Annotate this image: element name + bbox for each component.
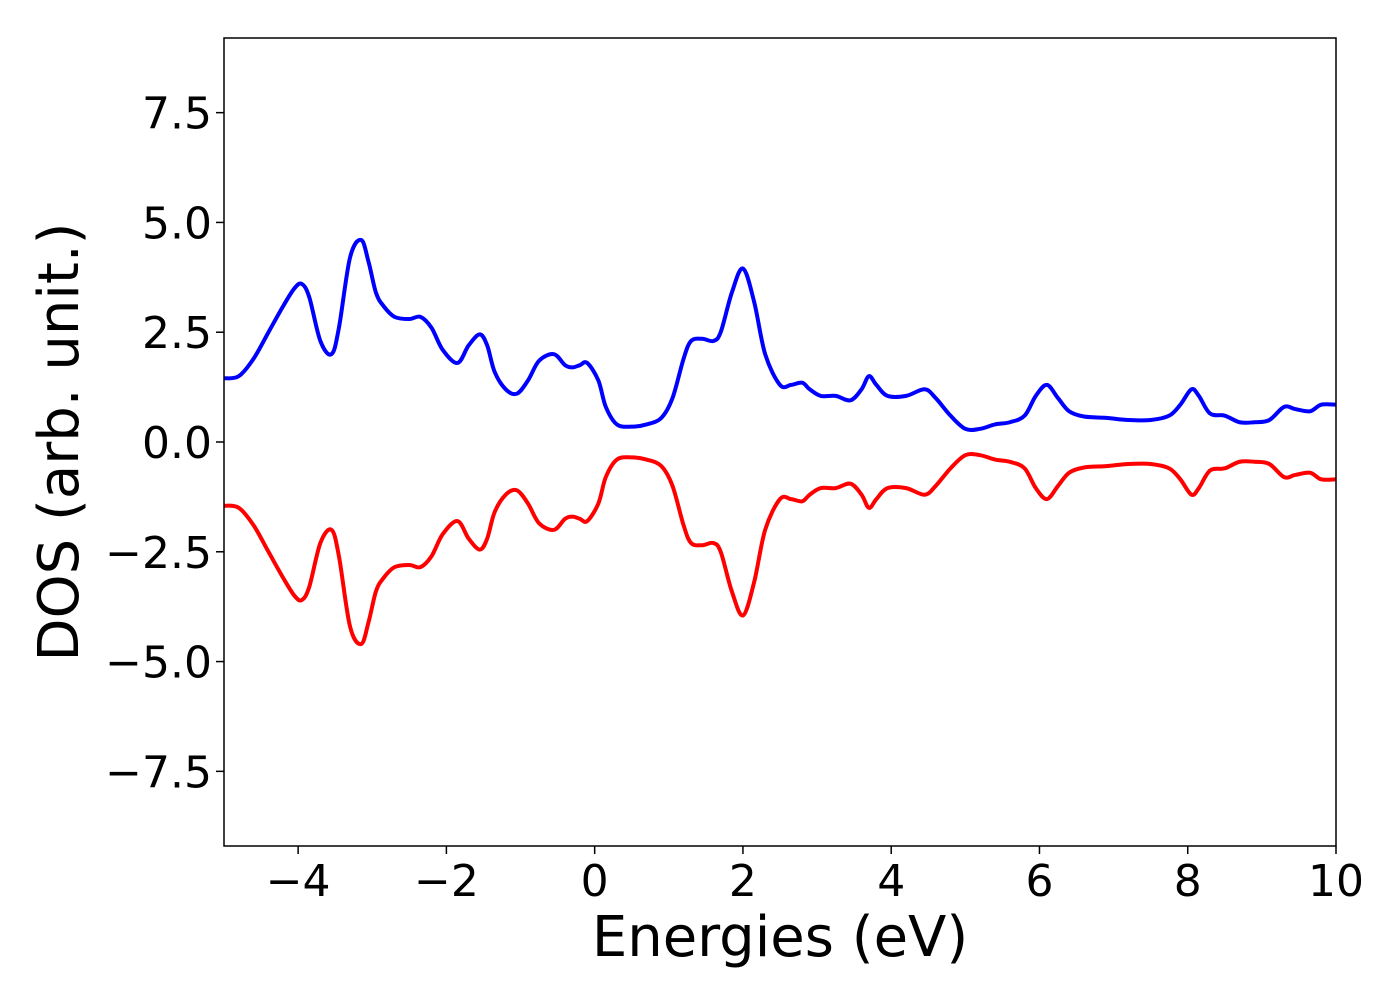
x-tick-label: 2 <box>729 856 757 907</box>
y-tick-label: 2.5 <box>142 308 212 359</box>
y-tick-label: −7.5 <box>105 747 212 798</box>
y-tick-label: 7.5 <box>142 89 212 140</box>
y-axis-label: DOS (arb. unit.) <box>27 222 92 661</box>
x-axis-label: Energies (eV) <box>592 905 968 970</box>
y-tick-label: −2.5 <box>105 528 212 579</box>
plot-frame <box>223 37 1337 847</box>
x-axis-ticks: −4 −2 0 2 4 6 8 10 <box>266 846 1364 907</box>
x-tick-label: 0 <box>581 856 609 907</box>
x-tick-label: 6 <box>1025 856 1053 907</box>
series-layer <box>224 237 1336 647</box>
series-line-2 <box>224 452 1336 647</box>
x-tick-label: −2 <box>414 856 479 907</box>
x-tick-label: 4 <box>877 856 905 907</box>
x-tick-label: −4 <box>266 856 331 907</box>
y-tick-label: −5.0 <box>105 638 212 689</box>
x-tick-label: 8 <box>1174 856 1202 907</box>
series-line-1 <box>224 237 1336 432</box>
x-tick-label: 10 <box>1308 856 1364 907</box>
y-axis-ticks: −7.5 −5.0 −2.5 0.0 2.5 5.0 7.5 <box>105 89 224 798</box>
y-tick-label: 5.0 <box>142 198 212 249</box>
y-tick-label: 0.0 <box>142 418 212 469</box>
